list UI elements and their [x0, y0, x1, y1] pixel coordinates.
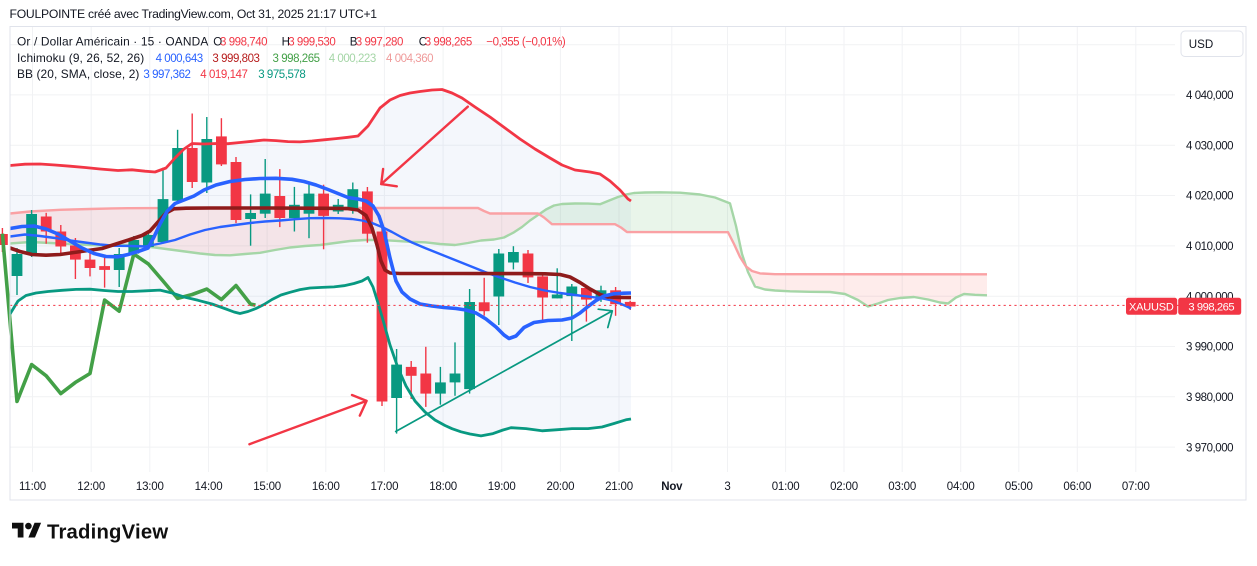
svg-text:TradingView: TradingView: [47, 522, 168, 544]
svg-text:3: 3: [724, 481, 730, 493]
svg-text:11:00: 11:00: [19, 481, 46, 493]
svg-text:01:00: 01:00: [772, 481, 800, 493]
svg-text:03:00: 03:00: [888, 481, 916, 493]
svg-text:12:00: 12:00: [77, 481, 105, 493]
svg-text:Nov: Nov: [661, 481, 683, 493]
svg-text:3 990,000: 3 990,000: [1186, 342, 1233, 354]
svg-text:FOULPOINTE créé avec TradingVi: FOULPOINTE créé avec TradingView.com, Oc…: [10, 7, 378, 21]
svg-text:15:00: 15:00: [253, 481, 281, 493]
svg-text:17:00: 17:00: [371, 481, 399, 493]
svg-text:XAUUSD: XAUUSD: [1129, 302, 1174, 314]
svg-text:06:00: 06:00: [1063, 481, 1091, 493]
svg-text:3 970,000: 3 970,000: [1186, 442, 1233, 454]
svg-text:4 010,000: 4 010,000: [1186, 241, 1233, 253]
svg-text:21:00: 21:00: [605, 481, 633, 493]
svg-text:USD: USD: [1189, 38, 1213, 51]
svg-text:18:00: 18:00: [429, 481, 457, 493]
svg-text:3 980,000: 3 980,000: [1186, 392, 1233, 404]
svg-text:4 020,000: 4 020,000: [1186, 191, 1233, 203]
svg-text:16:00: 16:00: [312, 481, 340, 493]
svg-text:4 040,000: 4 040,000: [1186, 90, 1233, 102]
svg-text:05:00: 05:00: [1005, 481, 1033, 493]
svg-text:4 030,000: 4 030,000: [1186, 140, 1233, 152]
svg-text:07:00: 07:00: [1122, 481, 1150, 493]
svg-text:02:00: 02:00: [830, 481, 858, 493]
svg-text:3 998,265: 3 998,265: [1188, 302, 1234, 314]
svg-text:13:00: 13:00: [136, 481, 164, 493]
svg-text:BB (20, SMA, close, 2)3 997,36: BB (20, SMA, close, 2) 3 997,362 4 019,147…: [17, 67, 305, 81]
svg-text:20:00: 20:00: [547, 481, 575, 493]
svg-text:19:00: 19:00: [488, 481, 516, 493]
svg-text:14:00: 14:00: [195, 481, 223, 493]
svg-text:04:00: 04:00: [947, 481, 975, 493]
svg-text:Ichimoku (9, 26, 52, 26)4 000,: Ichimoku (9, 26, 52, 26) 4 000,643 3 999,8…: [17, 51, 433, 65]
svg-text:Or / Dollar Américain · 15 · O: Or / Dollar Américain · 15 · OANDA O3 998…: [17, 35, 566, 49]
